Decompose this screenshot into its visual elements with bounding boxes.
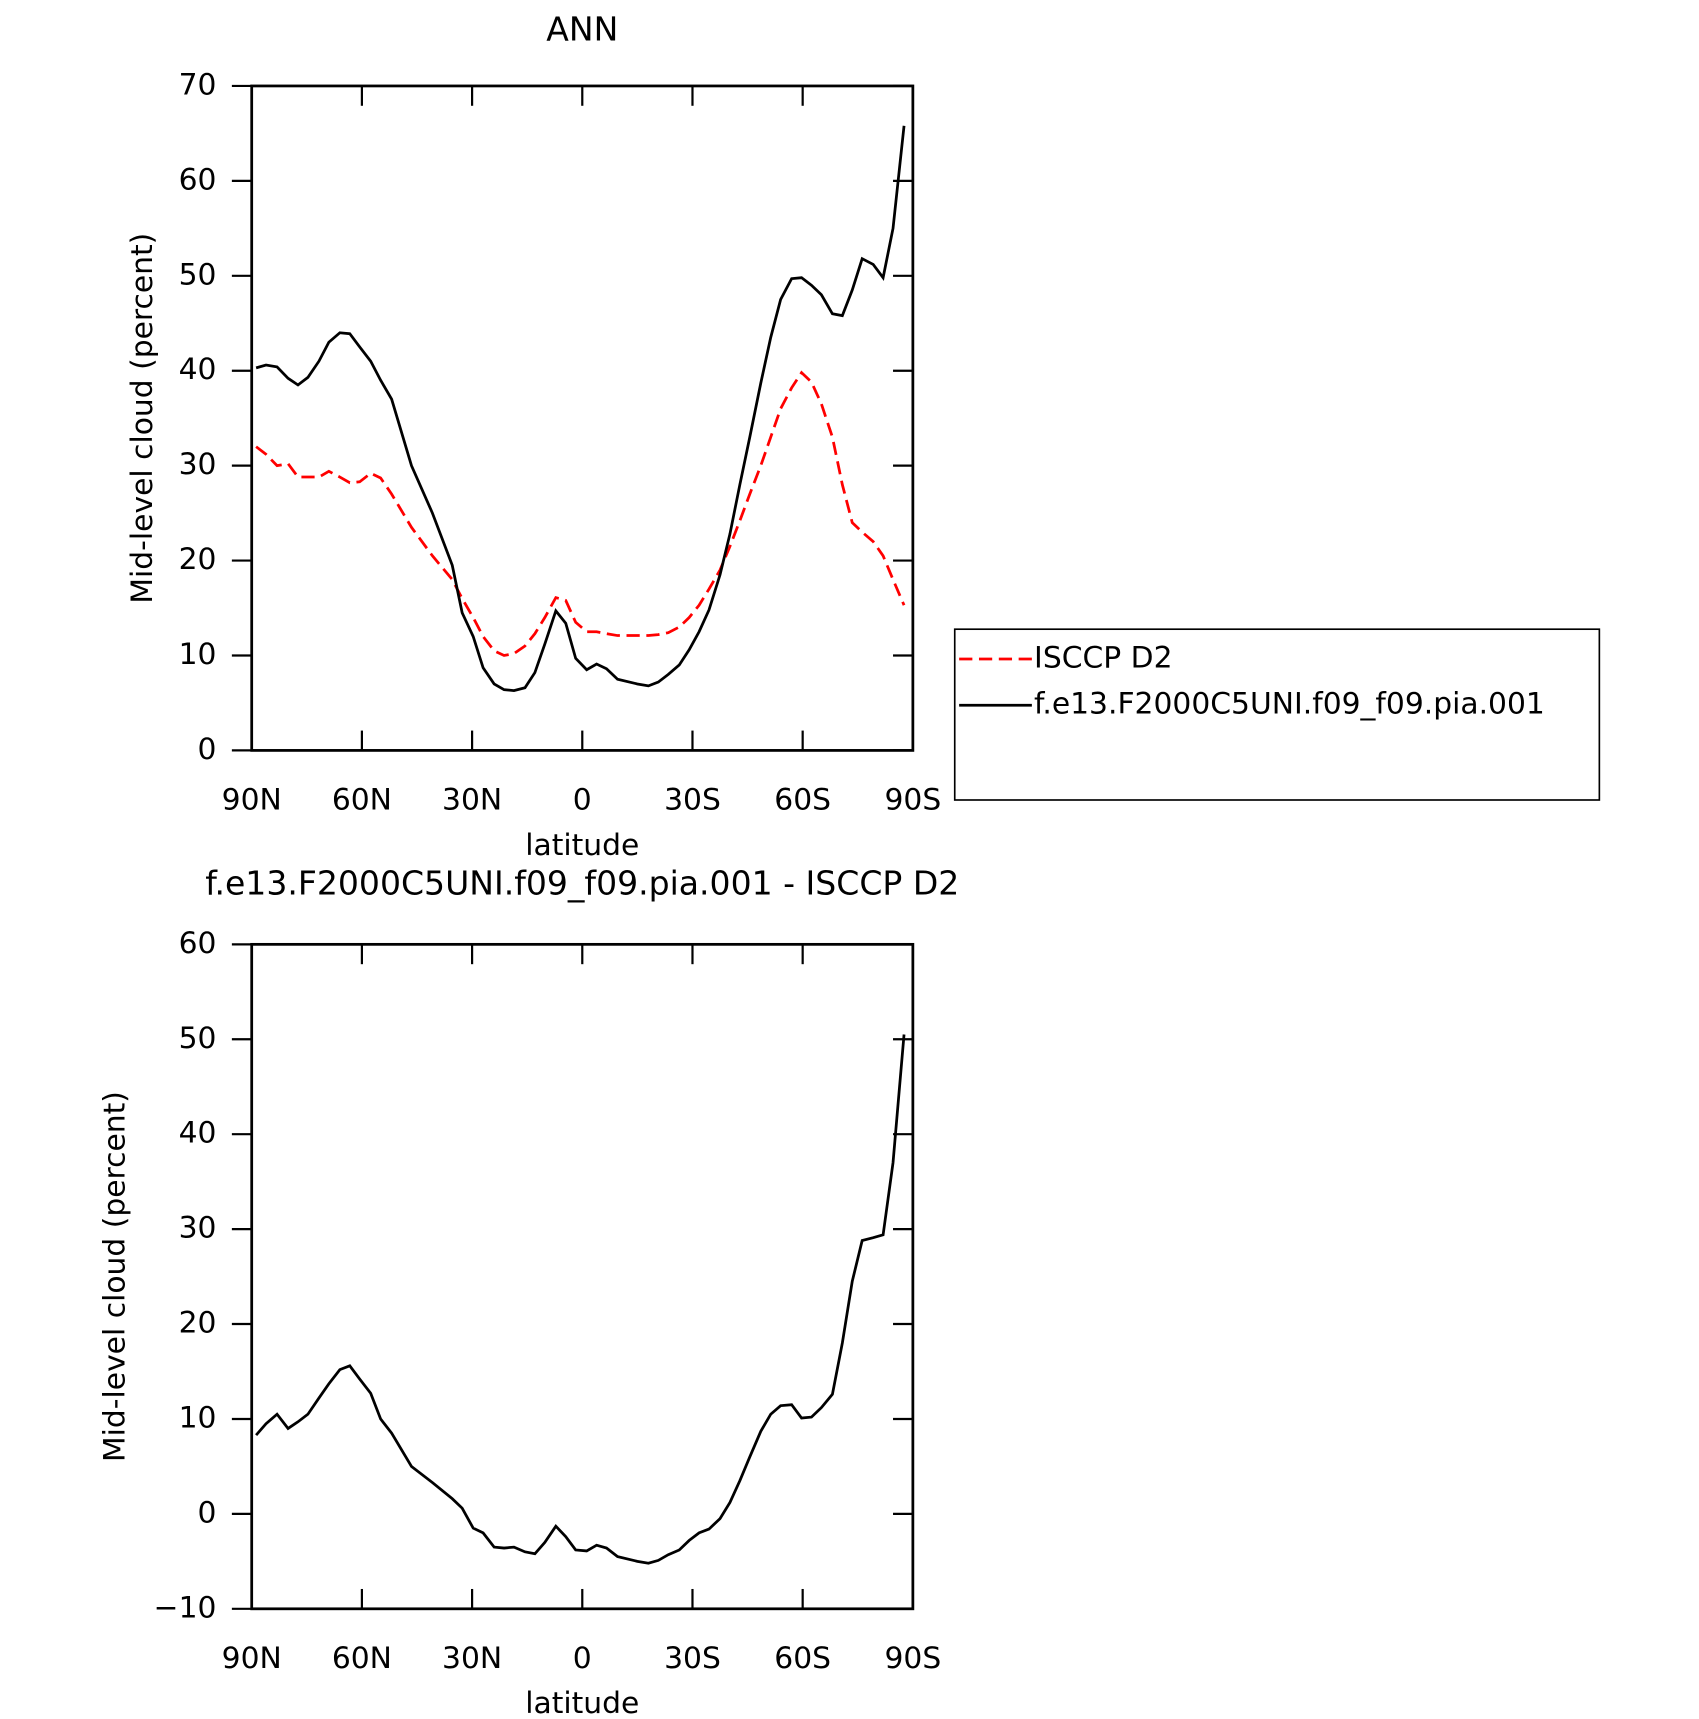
data-line (255, 125, 906, 693)
x-tick-label: 90S (884, 783, 941, 818)
x-tick-label: 30N (442, 783, 502, 818)
x-tick-label: 60S (774, 1641, 831, 1676)
y-tick-label: 50 (179, 257, 217, 292)
x-tick-label: 60N (332, 783, 392, 818)
x-tick-label: 0 (573, 783, 592, 818)
plot-frame (250, 84, 915, 752)
data-line (255, 1034, 906, 1565)
y-tick-label: 30 (179, 447, 217, 482)
y-axis-label: Mid-level cloud (percent) (98, 1091, 133, 1462)
x-tick-label: 0 (573, 1641, 592, 1676)
y-tick-label: 10 (179, 1400, 217, 1435)
x-axis-label: latitude (525, 828, 639, 863)
plot-frame (250, 942, 915, 1611)
y-tick-label: 40 (179, 1116, 217, 1151)
y-axis-label: Mid-level cloud (percent) (125, 233, 160, 604)
y-tick-label: 30 (179, 1211, 217, 1246)
chart-title: ANN (546, 9, 618, 48)
y-tick-label: 60 (179, 926, 217, 961)
chart-title: f.e13.F2000C5UNI.f09_f09.pia.001 - ISCCP… (205, 863, 959, 902)
legend-box (953, 628, 1601, 801)
y-tick-label: 60 (179, 162, 217, 197)
y-tick-label: −10 (154, 1590, 217, 1625)
y-tick-label: 70 (179, 67, 217, 102)
x-tick-label: 30N (442, 1641, 502, 1676)
x-axis-label: latitude (525, 1686, 639, 1719)
y-tick-label: 40 (179, 352, 217, 387)
legend-label: ISCCP D2 (1034, 640, 1172, 675)
x-tick-label: 90N (222, 783, 282, 818)
y-tick-label: 0 (198, 1495, 217, 1530)
y-tick-label: 10 (179, 637, 217, 672)
x-tick-label: 30S (664, 1641, 721, 1676)
y-tick-label: 20 (179, 1306, 217, 1341)
legend-label: f.e13.F2000C5UNI.f09_f09.pia.001 (1034, 687, 1545, 722)
x-tick-label: 90N (222, 1641, 282, 1676)
x-tick-label: 30S (664, 783, 721, 818)
y-tick-label: 50 (179, 1021, 217, 1056)
y-tick-label: 20 (179, 542, 217, 577)
x-tick-label: 90S (884, 1641, 941, 1676)
data-line (255, 370, 906, 657)
x-tick-label: 60S (774, 783, 831, 818)
x-tick-label: 60N (332, 1641, 392, 1676)
y-tick-label: 0 (198, 732, 217, 767)
